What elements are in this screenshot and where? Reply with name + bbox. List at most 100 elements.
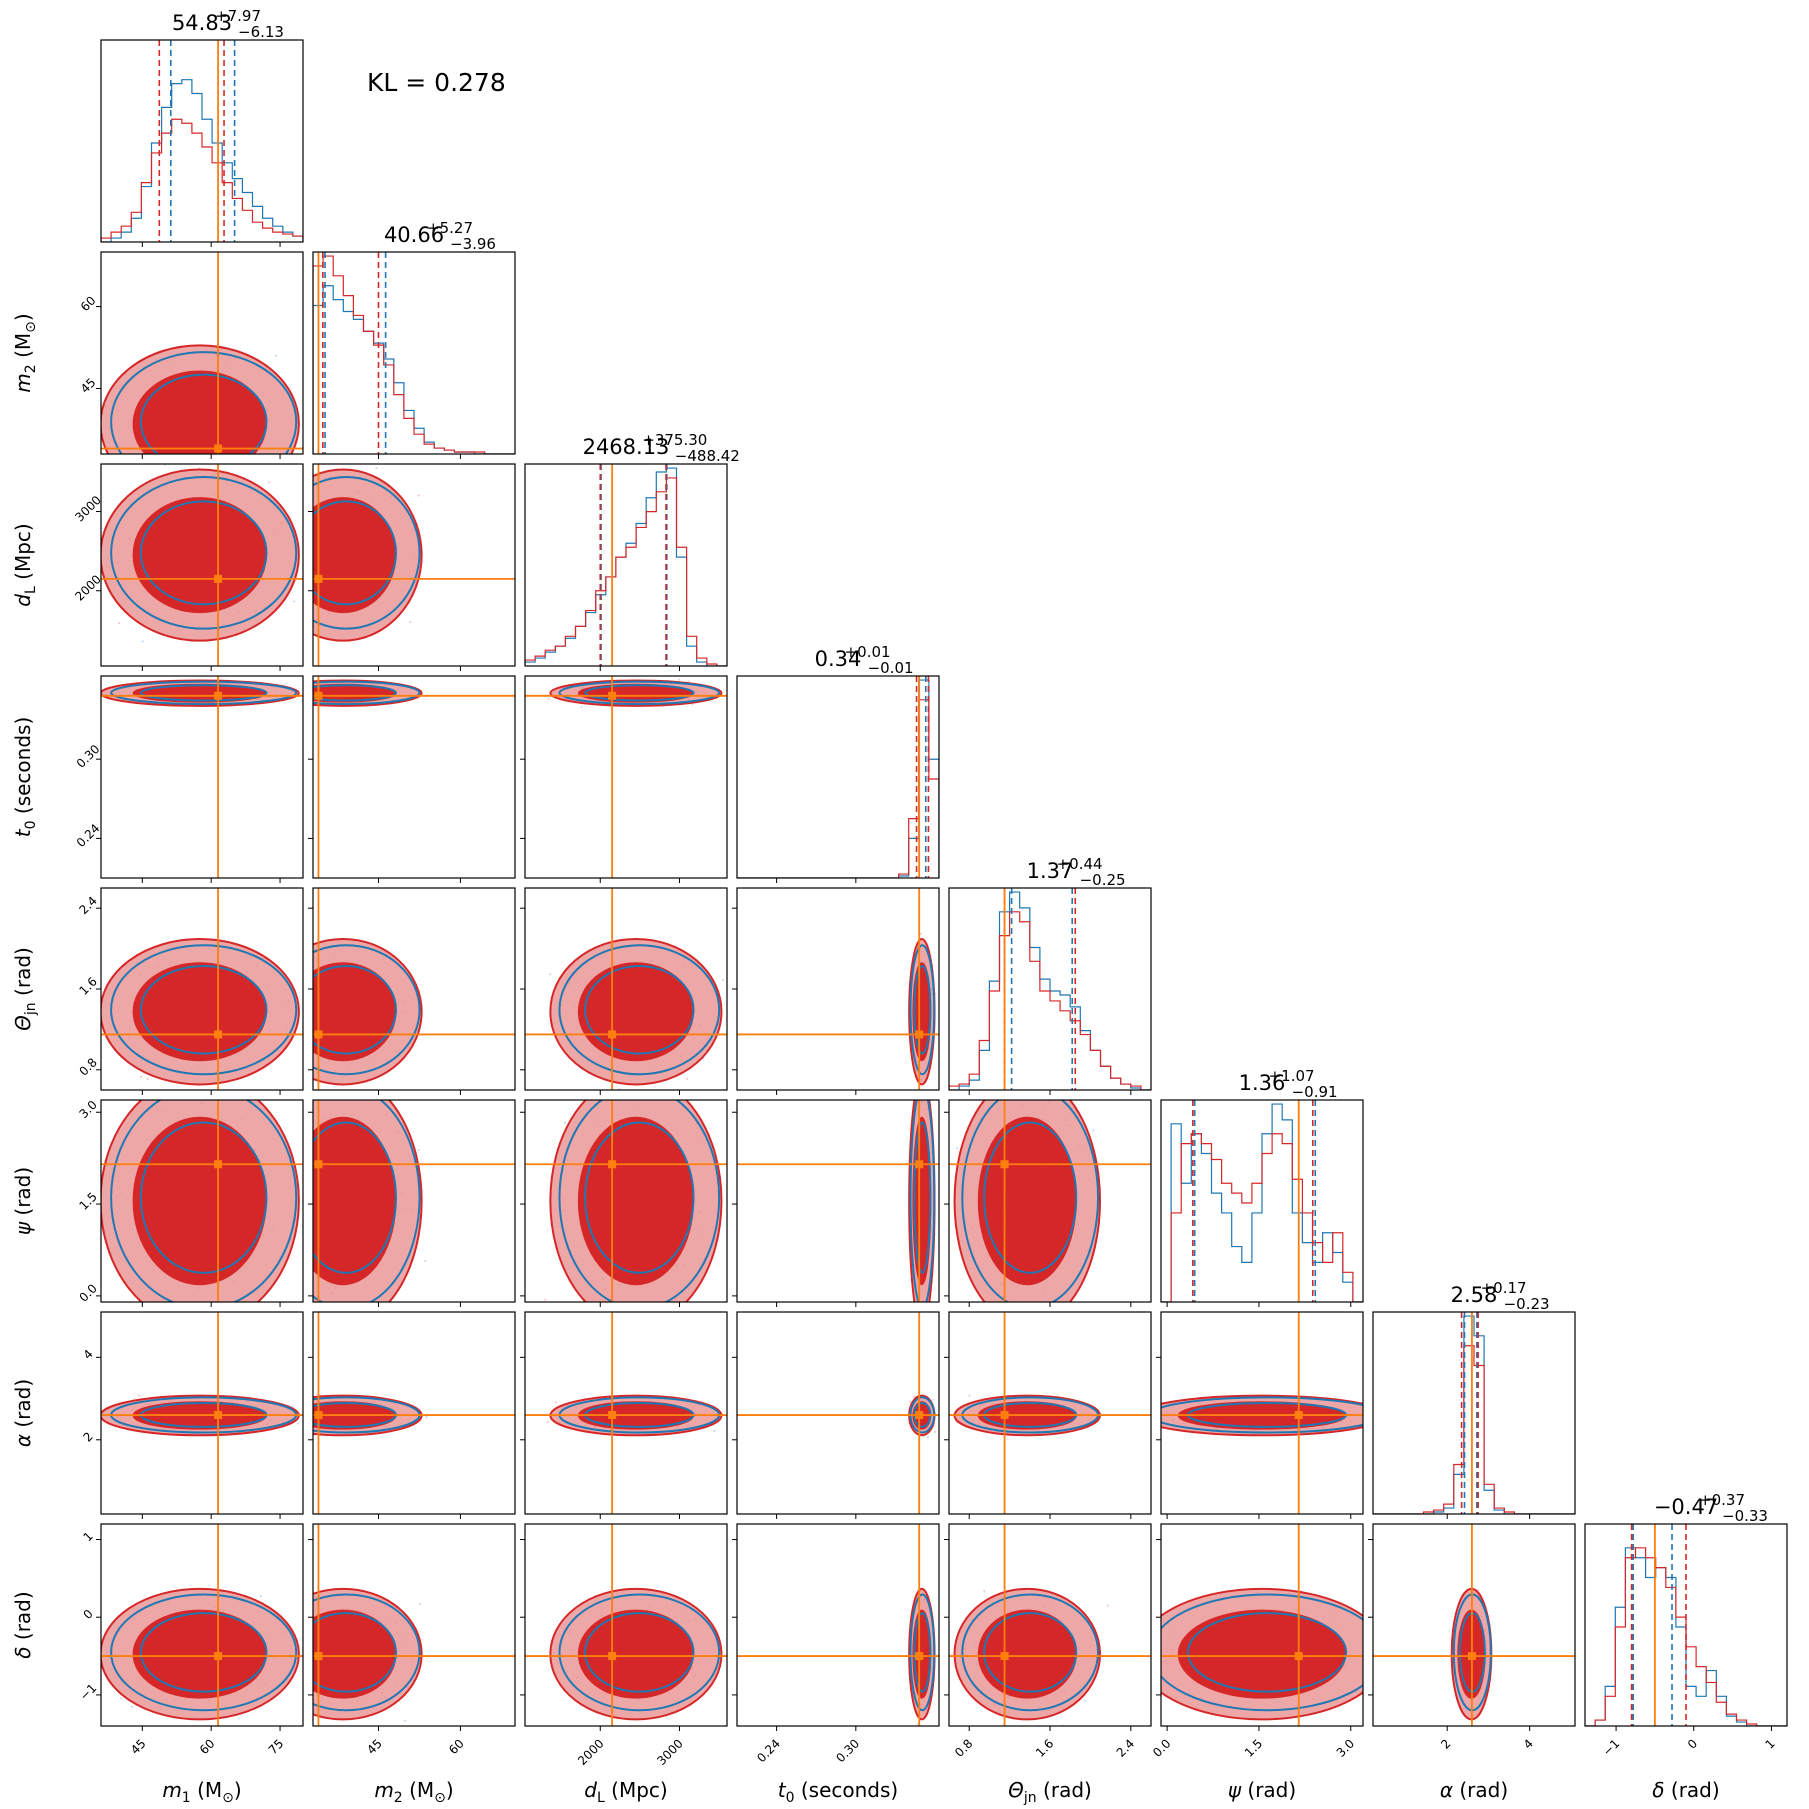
density-contour-b <box>584 1612 695 1693</box>
scatter-point <box>120 1697 123 1700</box>
scatter-point <box>138 1394 141 1397</box>
scatter-point <box>417 494 420 497</box>
x-tick-label: −1 <box>1600 1736 1622 1758</box>
y-tick-label: 2000 <box>72 572 103 603</box>
title-minus: −0.33 <box>1722 1507 1768 1525</box>
scatter-point <box>375 466 378 470</box>
scatter-point <box>956 1147 959 1150</box>
axis-frame <box>312 1099 516 1303</box>
label-part: (Mpc) <box>605 1778 668 1802</box>
truth-marker <box>608 1411 617 1420</box>
density-contour-b <box>909 944 936 1076</box>
truth-marker <box>214 1030 223 1039</box>
label-part: 2 <box>394 1790 403 1806</box>
x-axis-label-m1: m1 (M⊙) <box>162 1778 241 1806</box>
density-contour-b <box>139 965 268 1055</box>
density-contour-a <box>162 394 238 454</box>
panel-dL-vs-psi <box>525 1100 727 1302</box>
scatter-point <box>713 1429 716 1433</box>
label-part: 2 <box>23 364 39 373</box>
density-contour-b <box>558 680 721 706</box>
density-contour-a <box>1215 1629 1309 1680</box>
scatter-point <box>308 1425 310 1427</box>
y-tick-label: 4 <box>81 1347 96 1362</box>
density-contour-b <box>584 965 695 1055</box>
scatter-point <box>283 488 285 490</box>
label-part: jn <box>1023 1790 1037 1806</box>
label-part: 1 <box>182 1790 191 1806</box>
x-tick-label: 1.6 <box>1033 1736 1056 1759</box>
histogram-series-a <box>949 911 1151 1090</box>
scatter-point <box>146 1078 149 1081</box>
truth-marker <box>314 1411 323 1420</box>
scatter-point <box>721 978 725 981</box>
panel-theta-hist <box>949 888 1151 1090</box>
label-part: jn <box>23 1002 39 1016</box>
panel-title-theta: 1.37+0.44 <box>1027 855 1103 883</box>
panel-m2-vs-alpha <box>308 1312 515 1514</box>
title-minus: −3.96 <box>450 235 496 253</box>
scatter-point <box>403 1719 406 1722</box>
scatter-point <box>303 993 305 995</box>
scatter-point <box>103 467 105 469</box>
panel-theta-vs-alpha <box>949 1312 1151 1514</box>
scatter-point <box>275 354 278 357</box>
title-median: 2468.13 <box>583 435 670 459</box>
scatter-point <box>307 495 309 497</box>
scatter-point <box>305 699 307 701</box>
panel-m2-vs-dL <box>283 464 515 666</box>
axis-frame <box>736 1311 940 1515</box>
scatter-point <box>249 1097 251 1099</box>
scatter-point <box>118 621 121 625</box>
scatter-point <box>926 1096 928 1098</box>
scatter-point <box>304 1133 306 1135</box>
density-contour-a <box>162 1629 238 1680</box>
label-part: (seconds) <box>795 1778 899 1802</box>
axis-frame <box>524 675 728 879</box>
density-contour-a <box>603 984 669 1040</box>
panel-dL-vs-theta <box>525 888 727 1090</box>
panel-psi-vs-delta <box>1161 1524 1363 1726</box>
scatter-point <box>304 1405 306 1407</box>
panel-t0-hist <box>737 676 939 878</box>
scatter-point <box>310 549 312 551</box>
scatter-point <box>912 1396 916 1399</box>
truth-marker <box>214 1160 223 1169</box>
panel-m1-vs-t0 <box>101 676 303 878</box>
y-tick-label: 1 <box>81 1529 96 1544</box>
scatter-point <box>955 1087 957 1089</box>
scatter-point <box>968 1394 971 1397</box>
scatter-point <box>292 600 296 603</box>
scatter-point <box>1391 1422 1393 1424</box>
density-contour-b <box>139 1121 268 1274</box>
scatter-point <box>139 1075 143 1079</box>
title-plus: +375.30 <box>642 431 707 449</box>
title-median: 2.58 <box>1451 1283 1498 1307</box>
truth-marker <box>314 1160 323 1169</box>
y-tick-label: 0.8 <box>76 1055 99 1078</box>
x-tick-label: 75 <box>266 1736 287 1757</box>
scatter-point <box>418 1603 421 1606</box>
label-part: 0 <box>23 820 39 829</box>
axis-frame <box>524 1523 728 1727</box>
panel-title-m1: 54.83+7.97 <box>172 7 261 35</box>
x-axis-label-t0: t0 (seconds) <box>778 1778 898 1806</box>
label-part: ) <box>11 313 35 321</box>
density-contour-b <box>558 1593 721 1712</box>
truth-marker <box>608 1160 617 1169</box>
y-tick-label: 2.4 <box>76 894 99 917</box>
panel-title-psi: 1.36+1.07 <box>1239 1067 1315 1095</box>
x-tick-label: 0.30 <box>833 1736 862 1765</box>
title-plus: +0.01 <box>845 643 891 661</box>
scatter-point <box>983 1590 986 1593</box>
axis-frame <box>736 675 940 879</box>
axis-frame <box>312 1523 516 1727</box>
truth-marker <box>1294 1652 1303 1661</box>
scatter-point <box>299 1020 301 1022</box>
truth-marker <box>1000 1411 1009 1420</box>
title-plus: +0.37 <box>1699 1491 1745 1509</box>
x-axis-label-alpha: α (rad) <box>1440 1778 1508 1802</box>
label-part: L <box>597 1790 605 1806</box>
label-part: (rad) <box>1037 1778 1092 1802</box>
axis-frame <box>1160 1523 1364 1727</box>
